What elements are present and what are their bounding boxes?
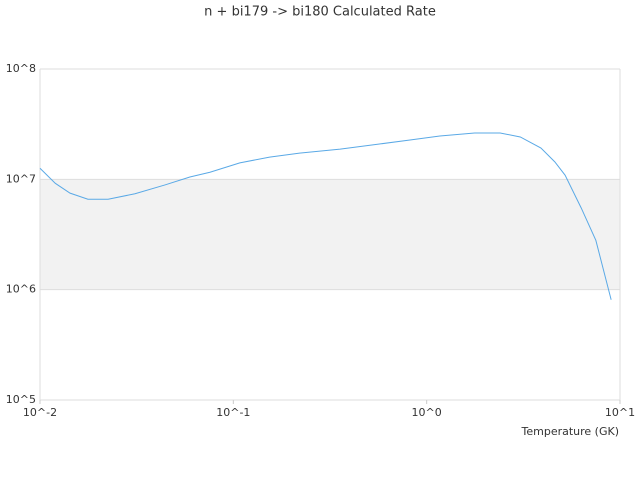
x-tick-label: 10^1 xyxy=(605,406,635,419)
x-tick-label: 10^0 xyxy=(412,406,442,419)
y-tick-label: 10^8 xyxy=(6,62,36,75)
chart-title: n + bi179 -> bi180 Calculated Rate xyxy=(204,5,436,20)
plot-band xyxy=(40,179,620,290)
y-tick-label: 10^7 xyxy=(6,172,36,185)
y-tick-label: 10^6 xyxy=(6,283,36,296)
x-tick-label: 10^-1 xyxy=(216,406,250,419)
x-axis-label: Temperature (GK) xyxy=(521,425,620,438)
data-line xyxy=(39,132,612,300)
y-tick-label: 10^5 xyxy=(6,393,36,406)
x-tick-label: 10^-2 xyxy=(23,406,57,419)
